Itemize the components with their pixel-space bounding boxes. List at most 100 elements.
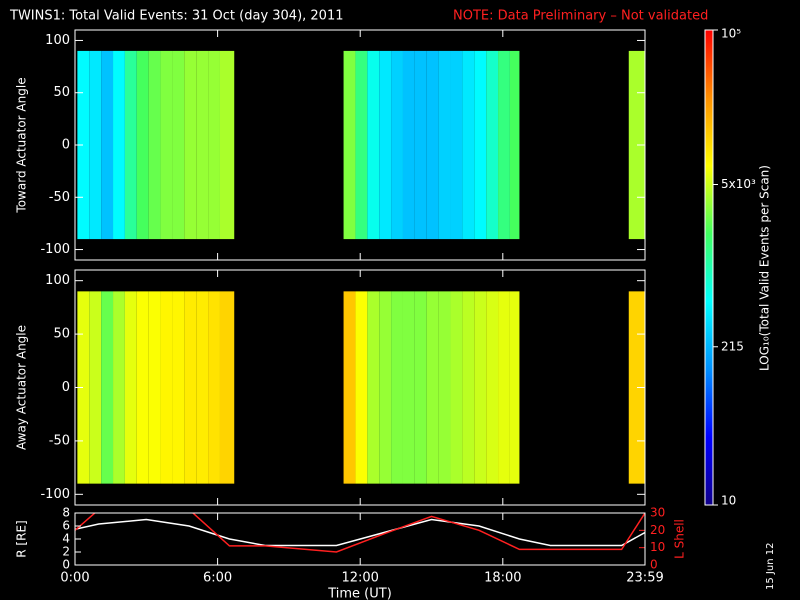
heatmap-cell: [101, 50, 114, 240]
note: NOTE: Data Preliminary – Not validated: [453, 9, 708, 24]
y-axis-label: L Shell: [673, 519, 687, 559]
line-plot: [75, 513, 645, 553]
heatmap-cell: [124, 50, 137, 240]
y-tick-label: -50: [49, 190, 70, 205]
date-stamp: 15 Jun 12: [765, 543, 776, 590]
heatmap-cell: [391, 291, 403, 484]
heatmap-cell: [136, 291, 149, 484]
heatmap-cell: [628, 291, 645, 484]
heatmap-cell: [208, 50, 220, 240]
colorbar: [704, 29, 714, 506]
heatmap-cell: [498, 291, 510, 484]
heatmap-cell: [184, 291, 197, 484]
heatmap-cell: [160, 291, 173, 484]
heatmap-cell: [113, 50, 125, 240]
heatmap-cell: [498, 50, 510, 240]
heatmap-cell: [355, 50, 368, 240]
heatmap-cell: [509, 50, 520, 240]
heatmap-cell: [414, 291, 427, 484]
heatmap-cell: [160, 50, 173, 240]
y-tick-label: 4: [62, 532, 70, 546]
heatmap-cell: [438, 50, 451, 240]
heatmap-cell: [426, 291, 439, 484]
y-tick-label: 0: [62, 380, 70, 395]
heatmap-cell: [414, 50, 427, 240]
y-axis-label: Toward Actuator Angle: [15, 77, 29, 213]
heatmap-cell: [462, 50, 475, 240]
chart-title: TWINS1: Total Valid Events: 31 Oct (day …: [9, 9, 344, 24]
panel-frame: [74, 512, 646, 566]
heatmap-cell: [628, 50, 645, 240]
y-tick-label: 6: [62, 519, 70, 533]
y-tick-label: 2: [62, 545, 70, 559]
heatmap-cell: [77, 50, 90, 240]
heatmap-cell: [89, 50, 102, 240]
heatmap-cell: [148, 50, 161, 240]
heatmap-cell: [89, 291, 102, 484]
y-axis-label: Away Actuator Angle: [15, 325, 29, 450]
heatmap-cell: [450, 50, 463, 240]
x-axis-label: Time (UT): [327, 587, 392, 600]
colorbar-label: LOG₁₀(Total Valid Events per Scan): [758, 165, 772, 371]
heatmap-cell: [474, 291, 487, 484]
heatmap-cell: [196, 291, 209, 484]
x-tick-label: 18:00: [484, 571, 521, 586]
y-tick-label: 50: [53, 327, 70, 342]
y-tick-label: -100: [40, 487, 70, 502]
y-axis-label: R [RE]: [15, 520, 29, 557]
data-line: [75, 518, 645, 547]
y-tick-label: 0: [62, 138, 70, 153]
data-line: [75, 513, 645, 553]
y-tick-label: 0: [62, 558, 70, 572]
y2-tick-label: 10: [650, 540, 665, 554]
heatmap-cell: [343, 50, 356, 240]
y-tick-label: -100: [40, 242, 70, 257]
heatmap-cell: [402, 50, 415, 240]
heatmap-cell: [124, 291, 137, 484]
heatmap-cell: [77, 291, 90, 484]
heatmap-cell: [196, 50, 209, 240]
y-tick-label: 100: [45, 33, 70, 48]
heatmap-cell: [402, 291, 415, 484]
heatmap-cell: [208, 291, 220, 484]
heatmap-cell: [426, 50, 439, 240]
y2-tick-label: 20: [650, 523, 665, 537]
colorbar-tick-label: 10⁵: [721, 27, 741, 41]
x-tick-label: 6:00: [203, 571, 232, 586]
y2-tick-label: 30: [650, 506, 665, 520]
heatmap-cell: [509, 291, 520, 484]
heatmap-cell: [367, 50, 380, 240]
colorbar-tick-label: 5x10³: [721, 177, 756, 191]
x-tick-label: 0:00: [60, 571, 89, 586]
heatmap-cell: [462, 291, 475, 484]
colorbar-tick-label: 215: [721, 339, 744, 353]
heatmap-cell: [486, 291, 499, 484]
heatmap-cell: [172, 291, 185, 484]
heatmap-cell: [486, 50, 499, 240]
x-tick-label: 12:00: [341, 571, 378, 586]
heatmap-cell: [343, 291, 356, 484]
x-tick-label: 23:59: [626, 571, 663, 586]
heatmap-cell: [355, 291, 368, 484]
heatmap-cell: [184, 50, 197, 240]
heatmap-cell: [113, 291, 125, 484]
heatmap-cell: [474, 50, 487, 240]
colorbar-tick-label: 10: [721, 494, 736, 508]
heatmap-cell: [438, 291, 451, 484]
heatmap-cell: [367, 291, 380, 484]
heatmap-cell: [136, 50, 149, 240]
heatmap-cell: [219, 50, 235, 240]
y-tick-label: 8: [62, 506, 70, 520]
heatmap-cell: [148, 291, 161, 484]
heatmap-cell: [391, 50, 403, 240]
y-tick-label: 50: [53, 85, 70, 100]
heatmap-cell: [101, 291, 114, 484]
heatmap-cell: [379, 50, 392, 240]
y-tick-label: 100: [45, 273, 70, 288]
heatmap-cell: [379, 291, 392, 484]
y2-tick-label: 0: [650, 558, 658, 572]
heatmap-cell: [219, 291, 235, 484]
heatmap-cell: [450, 291, 463, 484]
heatmap-cell: [172, 50, 185, 240]
